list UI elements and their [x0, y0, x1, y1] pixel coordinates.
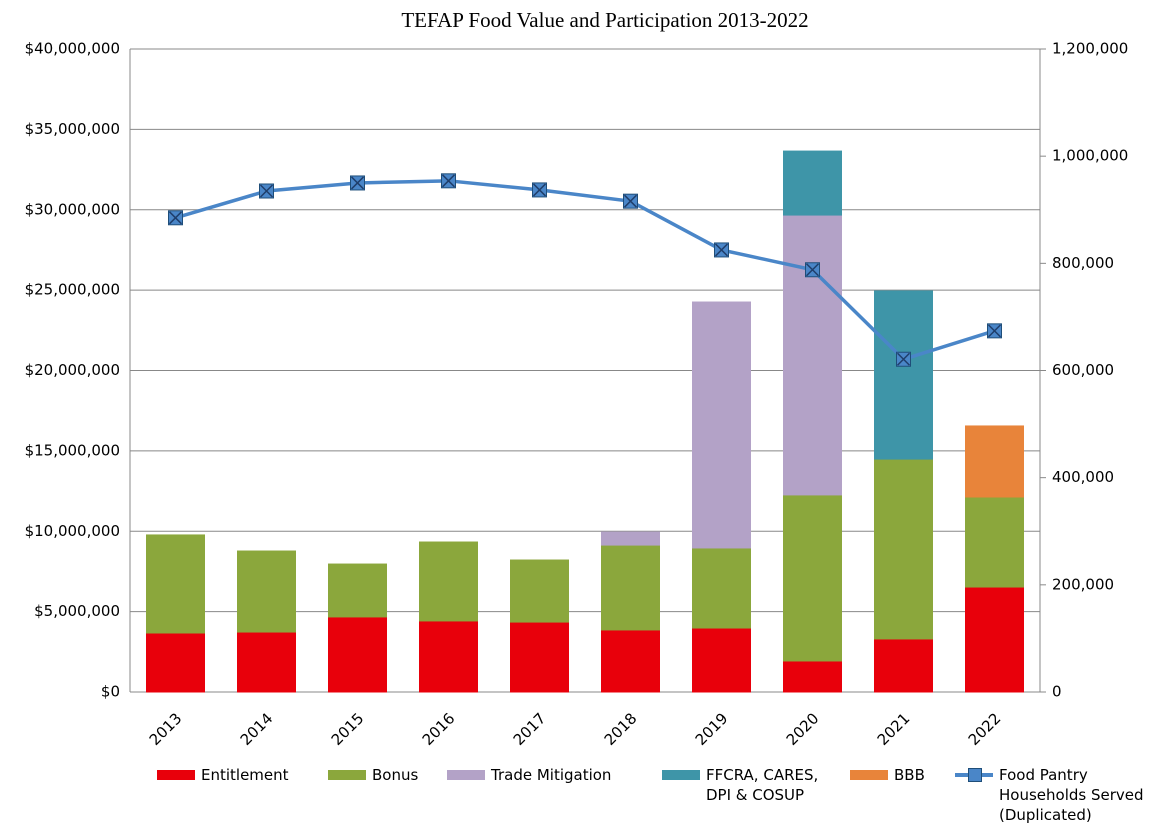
legend-label: Entitlement — [201, 766, 289, 784]
y2-tick-label: 600,000 — [1052, 361, 1114, 379]
marker-cross — [259, 184, 274, 198]
bar-shade — [692, 628, 751, 692]
bar-shade — [510, 560, 569, 623]
bar-shade — [874, 459, 933, 639]
y-tick-label: $20,000,000 — [25, 361, 120, 379]
marker-cross — [350, 176, 365, 190]
legend-swatch — [157, 770, 195, 780]
y2-tick-label: 0 — [1052, 683, 1062, 701]
bar-shade — [783, 494, 842, 661]
marker-cross — [896, 352, 911, 366]
legend-marker — [968, 768, 982, 782]
marker-cross — [987, 324, 1002, 338]
y2-tick-label: 200,000 — [1052, 575, 1114, 593]
legend-label: BBB — [894, 766, 925, 784]
legend-label: Trade Mitigation — [491, 766, 612, 784]
y-tick-label: $30,000,000 — [25, 200, 120, 218]
y2-tick-label: 1,200,000 — [1052, 40, 1128, 58]
bar-shade — [783, 660, 842, 692]
y2-tick-label: 1,000,000 — [1052, 147, 1128, 165]
marker-cross — [805, 263, 820, 277]
legend-item: BBB — [850, 765, 940, 785]
legend-swatch — [447, 770, 485, 780]
legend-swatch — [850, 770, 888, 780]
y-tick-label: $5,000,000 — [34, 602, 120, 620]
chart-title: TEFAP Food Value and Participation 2013-… — [401, 8, 808, 32]
bar-shade — [146, 534, 205, 634]
legend-label: FFCRA, CARES, DPI & COSUP — [706, 766, 819, 804]
y-tick-label: $35,000,000 — [25, 120, 120, 138]
marker-cross — [532, 183, 547, 197]
x-tick-label: 2022 — [965, 709, 1005, 749]
bar-shade — [419, 620, 478, 692]
bar-shade — [328, 616, 387, 692]
bar-shade — [692, 302, 751, 548]
legend-label: Food Pantry Households Served (Duplicate… — [999, 766, 1144, 824]
legend-item: Bonus — [328, 765, 438, 785]
x-tick-label: 2014 — [237, 709, 277, 749]
x-tick-label: 2020 — [783, 709, 823, 749]
bar-shade — [237, 551, 296, 633]
bar-shade — [601, 532, 660, 546]
x-tick-label: 2021 — [874, 709, 914, 749]
y-tick-label: $10,000,000 — [25, 522, 120, 540]
x-tick-label: 2019 — [692, 709, 732, 749]
legend-item: Trade Mitigation — [447, 765, 647, 785]
y2-tick-label: 800,000 — [1052, 254, 1114, 272]
bar-shade — [965, 497, 1024, 588]
x-tick-label: 2016 — [419, 709, 459, 749]
legend-item: Food Pantry Households Served (Duplicate… — [955, 765, 1165, 825]
y-tick-label: $15,000,000 — [25, 441, 120, 459]
marker-cross — [714, 243, 729, 257]
x-tick-label: 2018 — [601, 709, 641, 749]
x-tick-label: 2013 — [146, 709, 186, 749]
y-tick-label: $0 — [101, 683, 120, 701]
bar-shade — [783, 151, 842, 216]
marker-cross — [168, 211, 183, 225]
bar-shade — [601, 629, 660, 692]
y-tick-label: $25,000,000 — [25, 281, 120, 299]
y2-tick-label: 400,000 — [1052, 468, 1114, 486]
bar-shade — [783, 215, 842, 495]
bar-shade — [419, 542, 478, 621]
marker-cross — [441, 174, 456, 188]
legend-item: FFCRA, CARES, DPI & COSUP — [662, 765, 842, 805]
legend-swatch — [955, 768, 993, 782]
line-series — [175, 179, 996, 362]
bar-shade — [965, 425, 1024, 498]
x-tick-label: 2015 — [328, 709, 368, 749]
x-tick-label: 2017 — [510, 709, 550, 749]
bar-shade — [146, 633, 205, 692]
bar-shade — [965, 587, 1024, 692]
legend-item: Entitlement — [157, 765, 307, 785]
legend-label: Bonus — [372, 766, 419, 784]
bar-shade — [510, 622, 569, 692]
bar-shade — [874, 638, 933, 692]
y-tick-label: $40,000,000 — [25, 40, 120, 58]
bar-shade — [601, 545, 660, 630]
bar-shade — [692, 547, 751, 629]
bar-shade — [237, 632, 296, 692]
bar-shade — [328, 564, 387, 617]
legend-swatch — [662, 770, 700, 780]
marker-cross — [623, 194, 638, 208]
bar-shade — [874, 290, 933, 460]
legend-swatch — [328, 770, 366, 780]
